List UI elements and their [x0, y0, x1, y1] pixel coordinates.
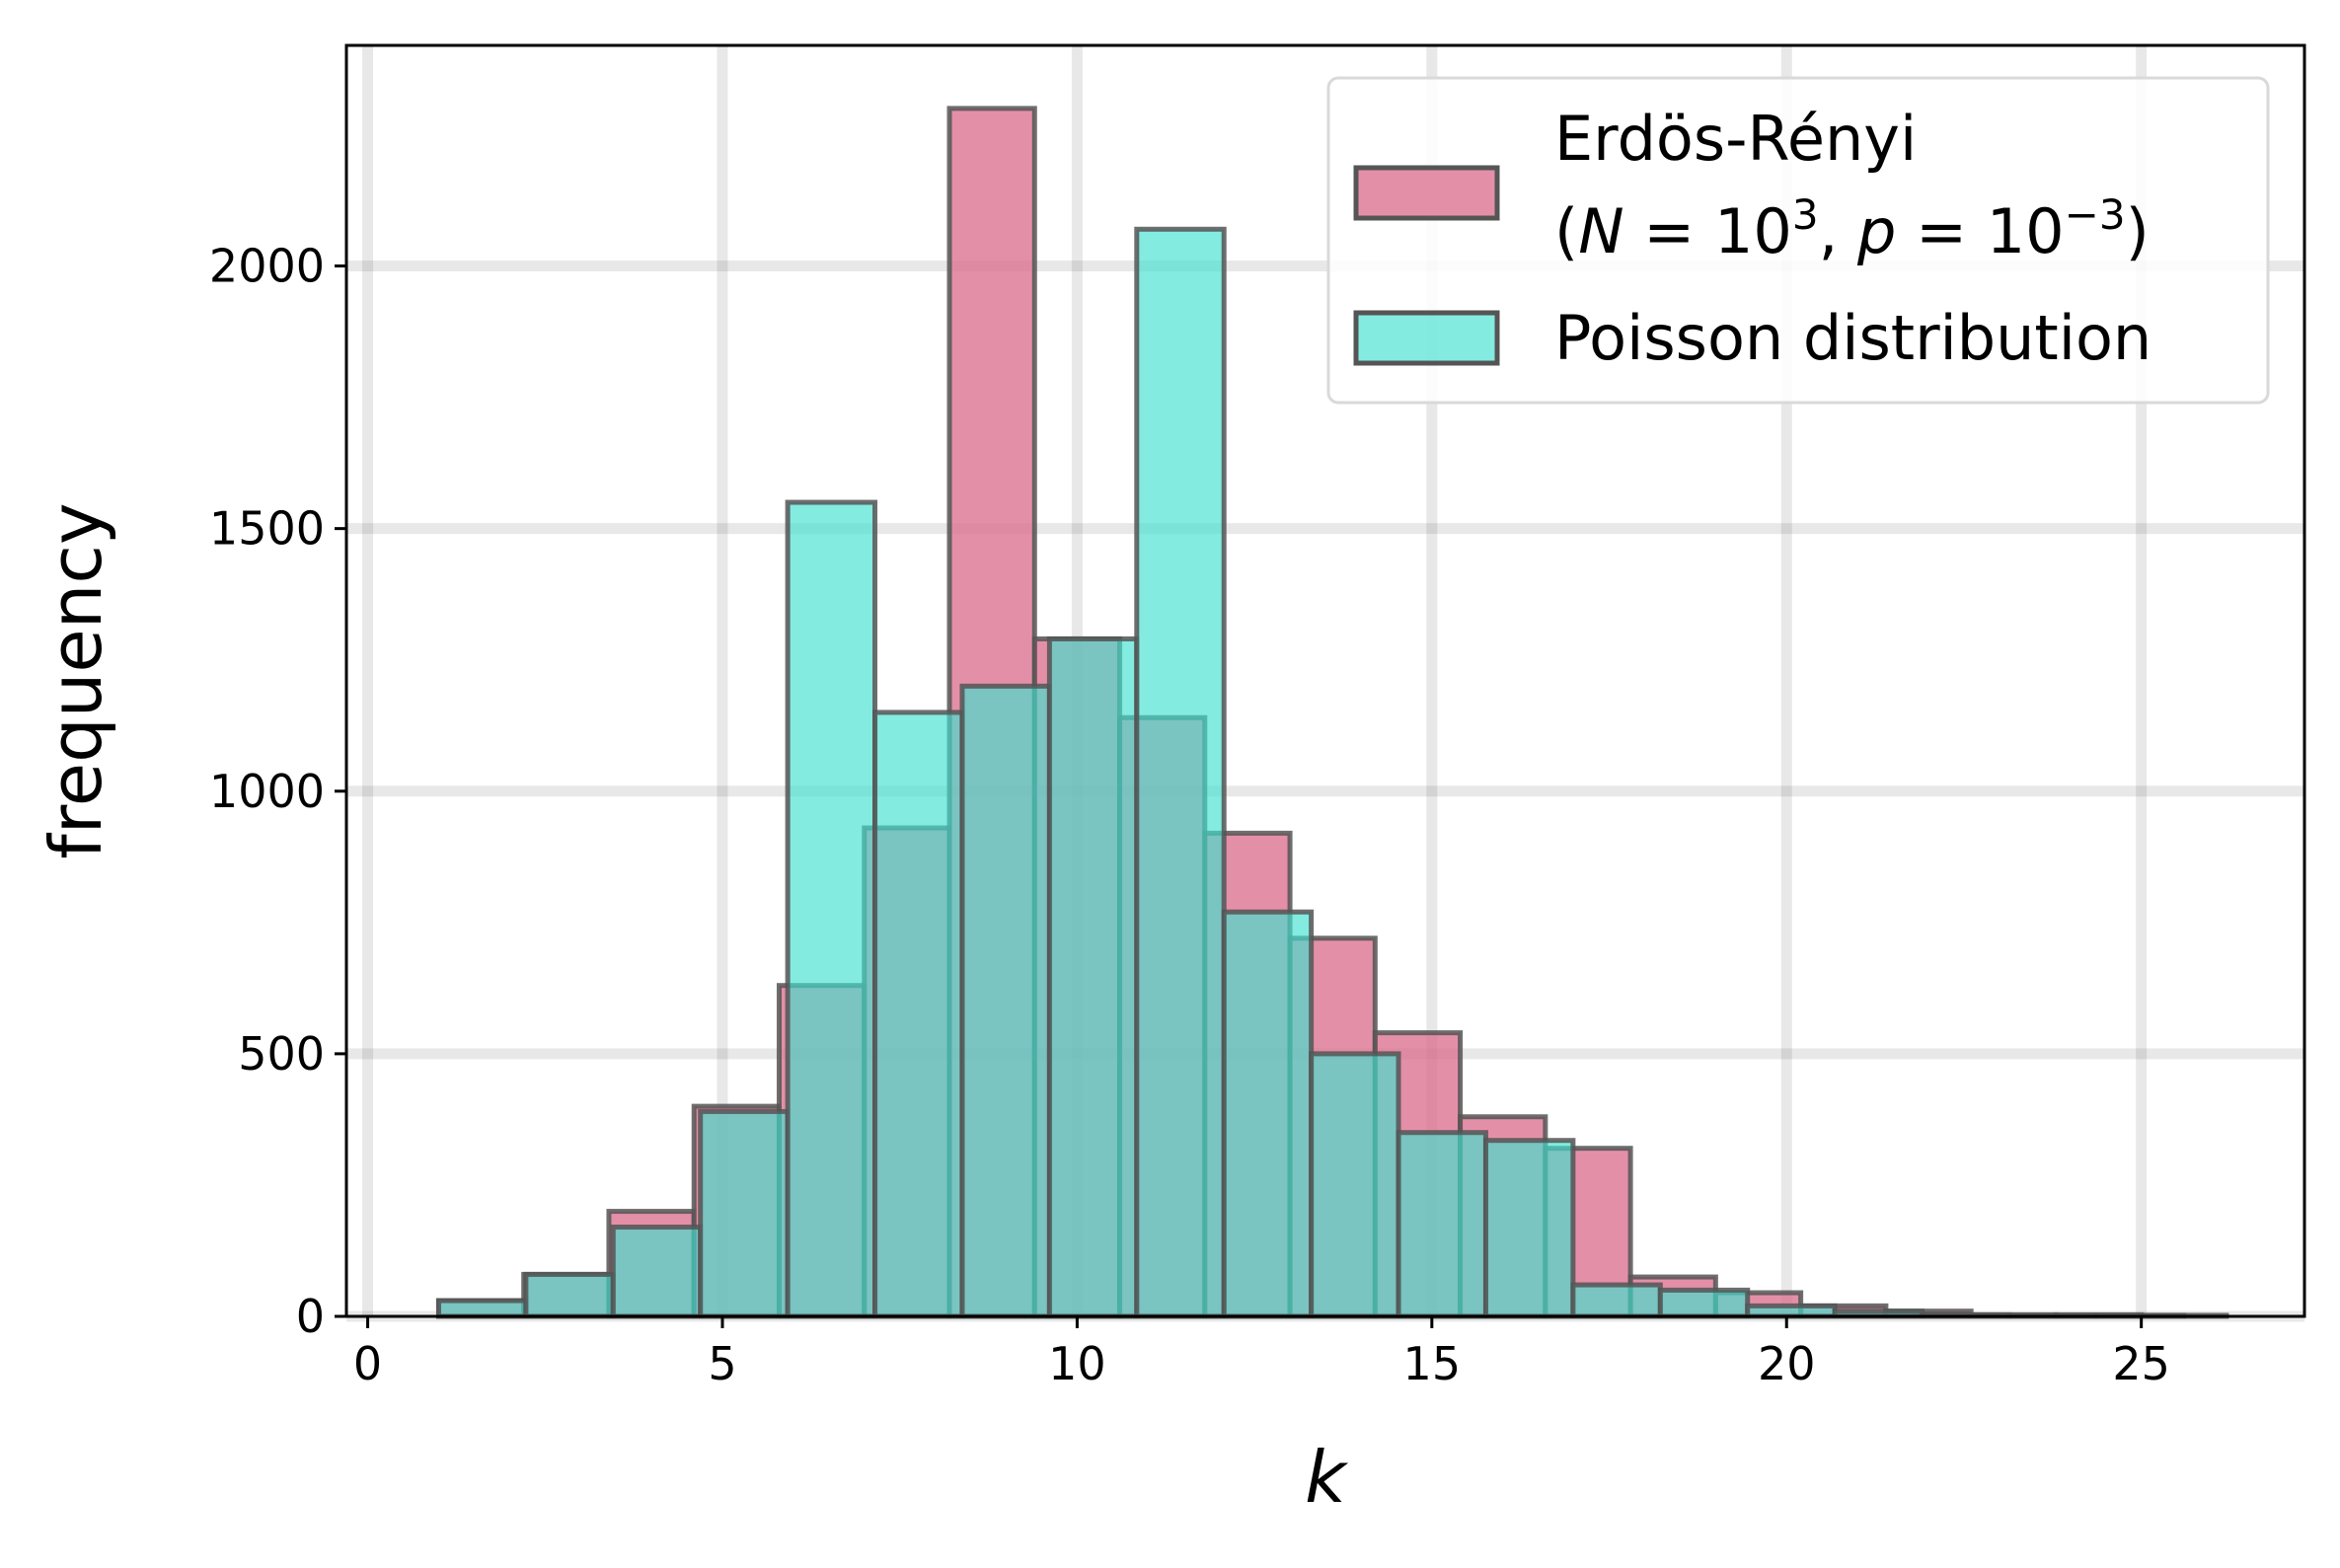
y-tick-label: 1000 — [209, 765, 325, 818]
legend: Erdös-Rényi (N = 103, p = 10−3) Poisson … — [1326, 76, 2270, 405]
legend-swatch-poisson — [1353, 310, 1500, 366]
legend-box — [1326, 76, 2270, 405]
bars-layer — [435, 106, 2229, 1319]
legend-label-erdos-renyi-params: (N = 103, p = 10−3) — [1554, 190, 2150, 267]
x-tick-label: 20 — [1758, 1337, 1816, 1390]
legend-swatch-erdos-renyi — [1353, 165, 1500, 221]
histogram-bar-poisson — [698, 1108, 791, 1319]
histogram-bar-poisson — [435, 1298, 529, 1319]
x-tick-label: 0 — [353, 1337, 382, 1390]
histogram-bar-poisson — [523, 1271, 616, 1319]
x-tick-label: 25 — [2112, 1337, 2170, 1390]
y-tick-label: 2000 — [209, 240, 325, 293]
histogram-bar-poisson — [1745, 1303, 1838, 1319]
histogram-bar-poisson — [1657, 1287, 1751, 1319]
series-poisson — [435, 226, 2187, 1319]
x-axis-label: k — [1305, 1436, 1349, 1519]
histogram-bar-poisson — [1309, 1051, 1401, 1319]
x-tick-label: 10 — [1048, 1337, 1106, 1390]
histogram-bar-poisson — [959, 683, 1052, 1319]
y-axis-label: frequency — [35, 502, 117, 859]
y-tick-label: 0 — [296, 1290, 325, 1343]
y-tick-label: 1500 — [209, 502, 325, 556]
legend-label-erdos-renyi: Erdös-Rényi — [1554, 103, 1917, 175]
ticks-layer: 0 5 10 15 20 25 0 500 1000 1500 2000 — [209, 240, 2170, 1390]
histogram-bar-poisson — [1396, 1130, 1488, 1319]
histogram-bar-poisson — [1482, 1138, 1576, 1319]
plot-frame — [344, 43, 2306, 1318]
histogram-bar-poisson — [610, 1225, 704, 1319]
y-tick-label: 500 — [238, 1027, 325, 1081]
x-tick-label: 5 — [708, 1337, 736, 1390]
histogram-bar-poisson — [1046, 635, 1140, 1319]
x-tick-label: 15 — [1403, 1337, 1462, 1390]
histogram-bar-poisson — [1134, 226, 1227, 1319]
histogram-bar-poisson — [785, 499, 878, 1319]
histogram-bar-poisson — [1570, 1282, 1663, 1319]
histogram-bar-poisson — [872, 709, 965, 1319]
histogram-bar-poisson — [1221, 909, 1315, 1319]
legend-label-poisson: Poisson distribution — [1554, 302, 2151, 374]
